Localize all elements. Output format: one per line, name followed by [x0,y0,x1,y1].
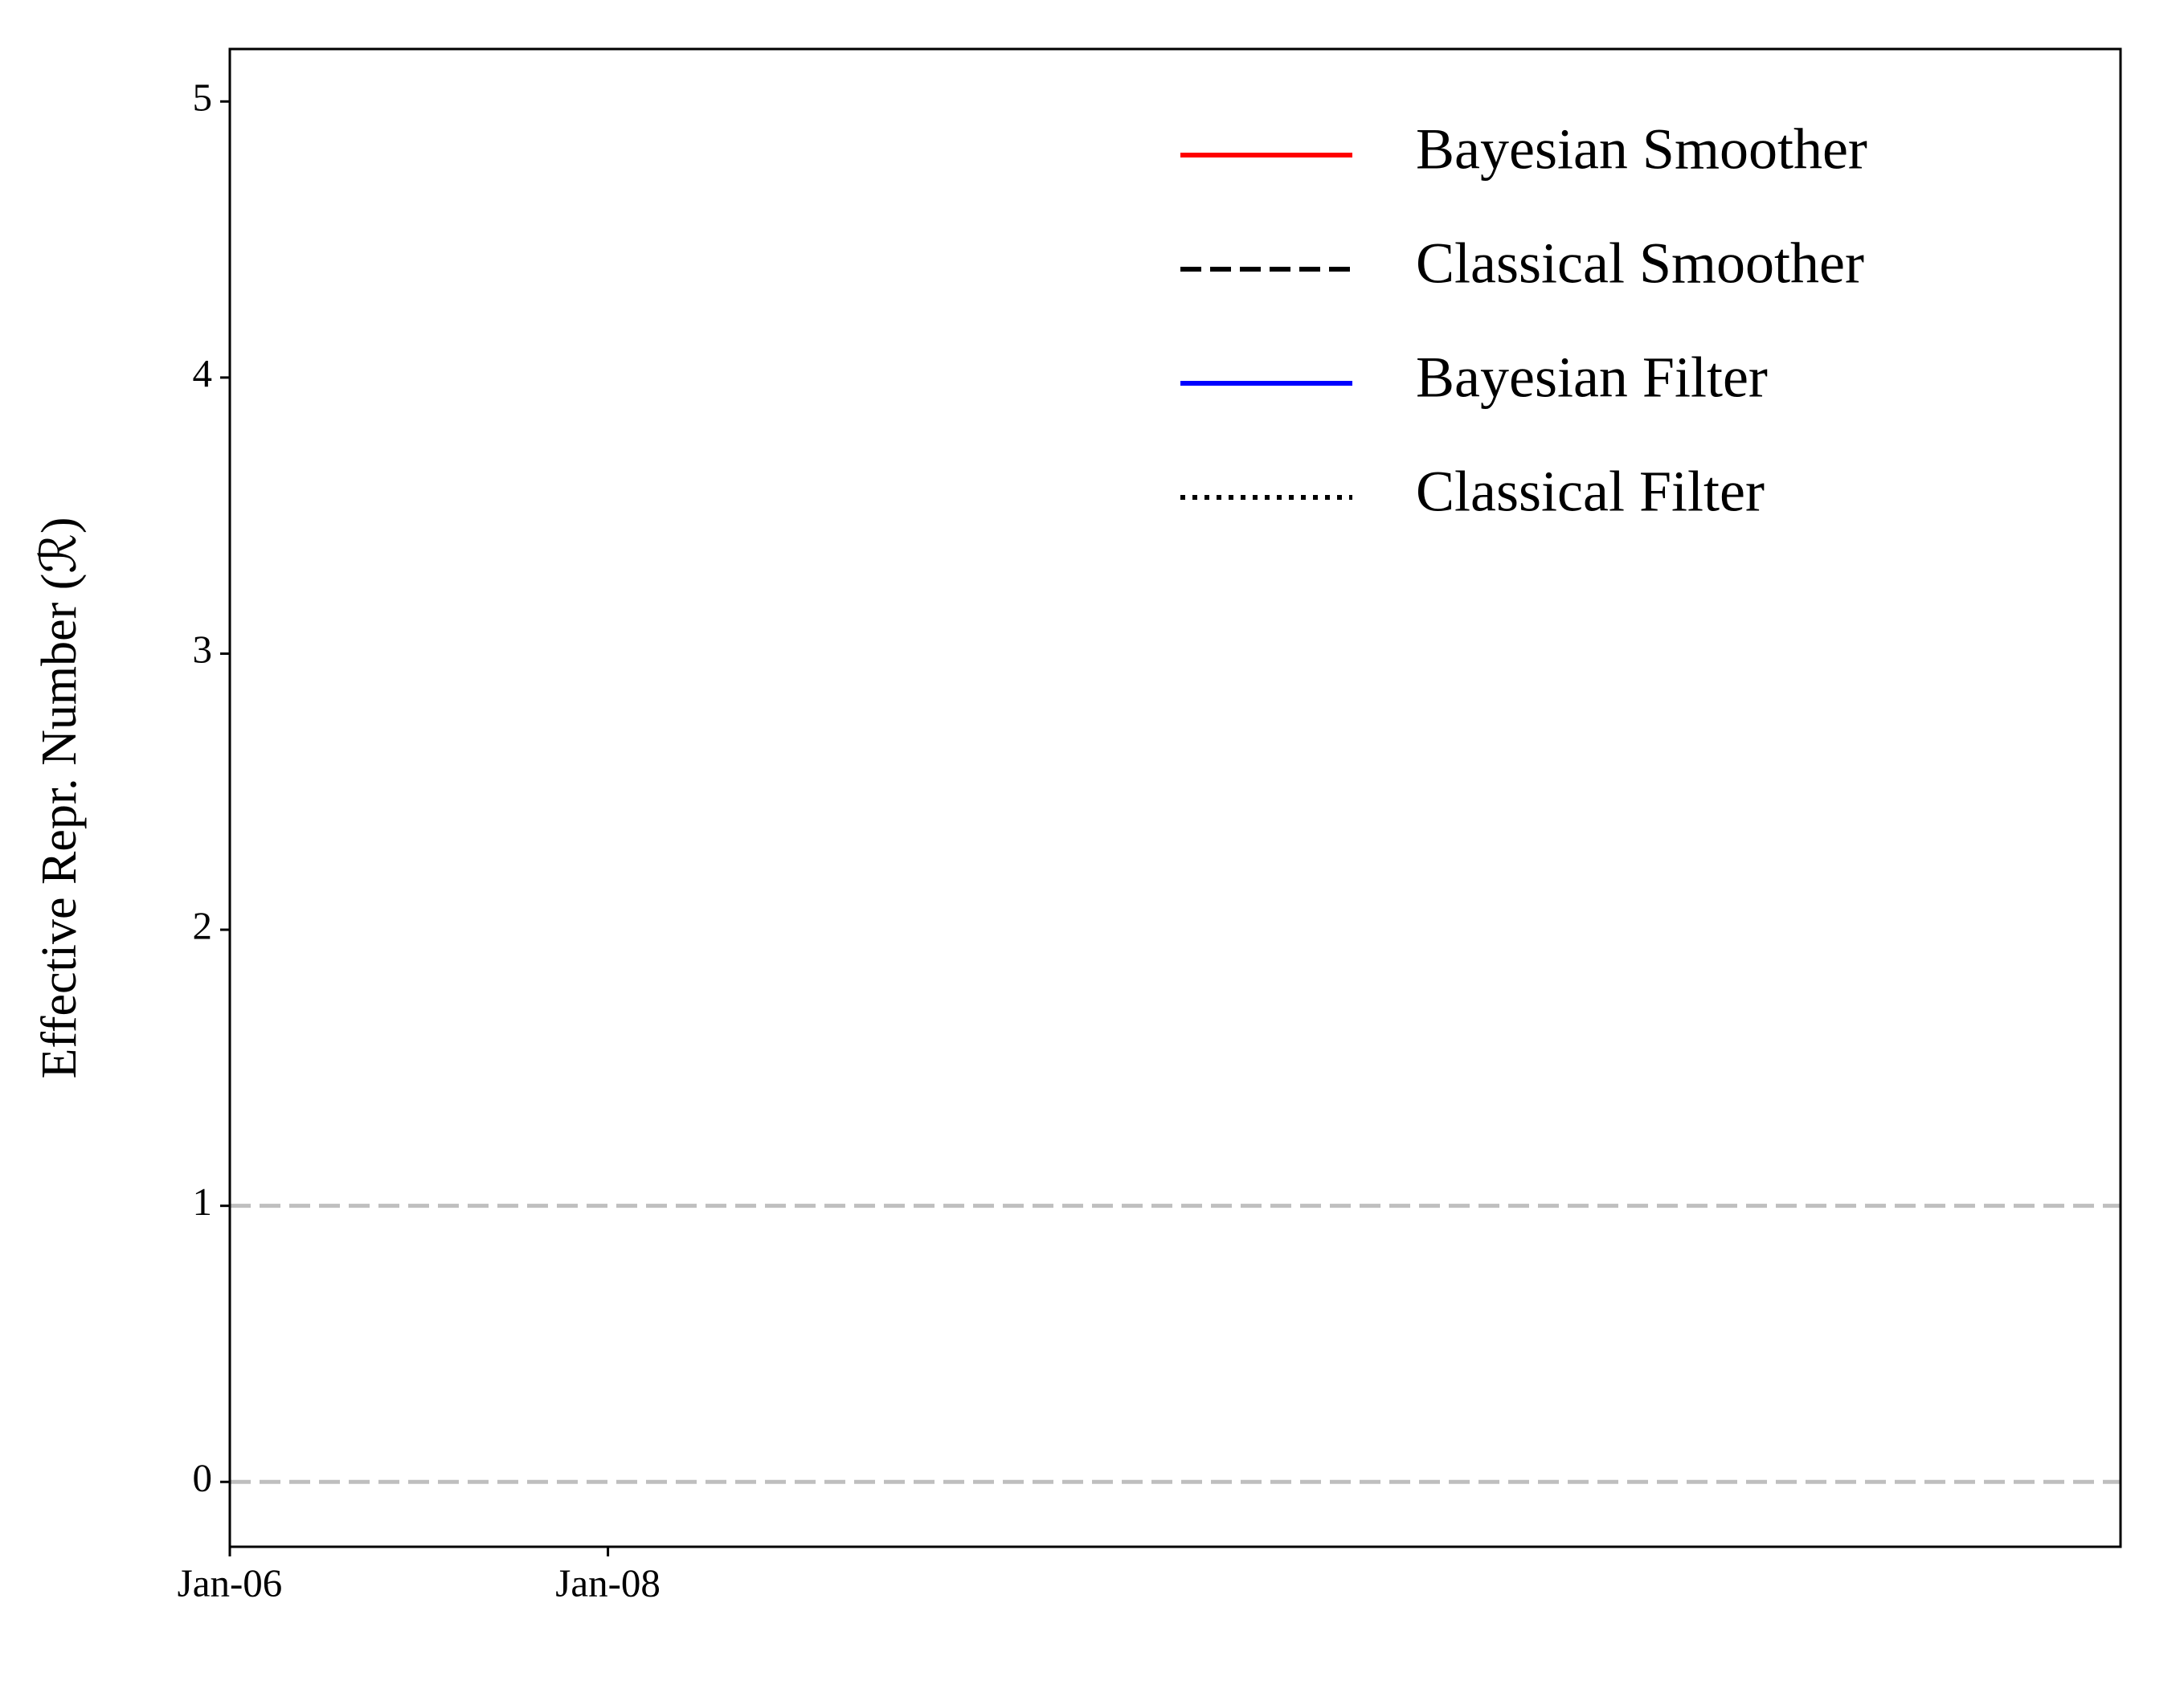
y-tick-label: 3 [193,628,213,672]
y-tick-label: 2 [193,903,213,947]
legend-label: Classical Smoother [1416,231,1864,296]
legend-label: Classical Filter [1416,460,1765,524]
y-tick-label: 0 [193,1456,213,1500]
x-tick-label: Jan-06 [178,1560,283,1605]
x-tick-label: Jan-08 [555,1560,661,1605]
plot [230,1204,2121,1484]
plot-frame [228,47,2122,1548]
y-axis-label: Effective Repr. Number (ℛ) [32,517,87,1078]
y-tick-label: 1 [193,1180,213,1224]
legend-label: Bayesian Smoother [1416,117,1867,182]
legend-label: Bayesian Filter [1416,346,1768,410]
y-tick-label: 4 [193,351,213,395]
y-tick-label: 5 [193,76,213,120]
